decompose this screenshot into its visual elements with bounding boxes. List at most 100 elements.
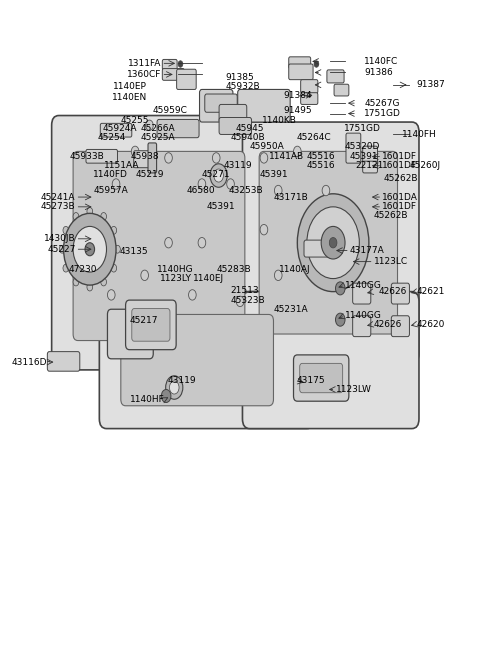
FancyBboxPatch shape [52,115,276,370]
Circle shape [132,146,139,157]
Text: 45273B: 45273B [41,202,75,212]
Circle shape [63,264,69,272]
Circle shape [297,194,369,291]
Circle shape [275,270,282,280]
Text: 45940B: 45940B [230,133,265,142]
FancyBboxPatch shape [162,60,177,70]
FancyBboxPatch shape [200,90,233,122]
Text: 1151AA: 1151AA [104,161,140,170]
Text: 43177A: 43177A [350,246,384,255]
Text: 42620: 42620 [417,320,445,329]
FancyBboxPatch shape [177,69,196,90]
Text: 45260J: 45260J [409,161,441,170]
FancyBboxPatch shape [108,309,153,359]
Circle shape [169,381,179,394]
Circle shape [161,390,171,403]
Text: 43116D: 43116D [12,358,47,367]
Text: 22121: 22121 [356,161,384,170]
Text: 1140GG: 1140GG [345,280,382,290]
Circle shape [101,213,107,220]
Circle shape [189,290,196,300]
Circle shape [85,243,95,255]
Text: 45516: 45516 [307,152,336,161]
FancyBboxPatch shape [242,291,419,428]
FancyBboxPatch shape [289,57,311,69]
FancyBboxPatch shape [391,316,409,337]
Circle shape [336,313,345,326]
Circle shape [73,227,107,272]
FancyBboxPatch shape [346,133,361,163]
Text: 1141AB: 1141AB [269,152,304,161]
Circle shape [111,227,117,234]
Text: 1601DF: 1601DF [382,161,417,170]
Text: 45391: 45391 [350,152,378,161]
FancyBboxPatch shape [134,151,156,168]
Text: 1140FD: 1140FD [93,170,128,179]
FancyBboxPatch shape [132,309,170,341]
Circle shape [63,227,69,234]
Text: 1430JB: 1430JB [44,234,75,243]
Text: 43171B: 43171B [274,193,308,202]
Text: 45266A: 45266A [141,124,176,133]
Text: 45959C: 45959C [153,107,188,115]
Text: 45271: 45271 [202,170,230,179]
Circle shape [165,238,172,248]
Text: 45925A: 45925A [141,133,176,142]
FancyBboxPatch shape [259,151,397,334]
Circle shape [108,290,115,300]
Circle shape [210,164,227,187]
FancyBboxPatch shape [73,151,245,341]
Text: 91495: 91495 [283,107,312,115]
Text: 91385: 91385 [226,73,254,81]
Text: 45950A: 45950A [250,141,284,151]
Circle shape [198,179,206,189]
Text: 45516: 45516 [307,161,336,170]
Text: 1140HF: 1140HF [130,395,165,403]
Text: 45262B: 45262B [383,174,418,183]
Circle shape [111,264,117,272]
Text: 45924A: 45924A [103,124,137,133]
Text: 1751GD: 1751GD [364,109,401,118]
Text: 45267G: 45267G [364,99,400,107]
Circle shape [59,246,65,253]
Circle shape [73,278,79,286]
Text: 21513: 21513 [230,286,259,295]
Text: 45241A: 45241A [41,193,75,202]
Circle shape [275,185,282,196]
FancyBboxPatch shape [157,119,199,138]
Text: 45933B: 45933B [70,152,104,161]
FancyBboxPatch shape [300,364,343,393]
Text: 45938: 45938 [131,152,159,161]
Text: 1360CF: 1360CF [127,70,161,79]
Text: 45957A: 45957A [93,186,128,195]
Text: 43175: 43175 [296,377,325,386]
Text: 1601DF: 1601DF [382,202,417,212]
FancyBboxPatch shape [289,64,313,80]
Text: 45227: 45227 [47,245,75,253]
Text: 45932B: 45932B [226,83,260,91]
FancyBboxPatch shape [219,104,247,122]
FancyBboxPatch shape [48,352,80,371]
FancyBboxPatch shape [205,94,237,112]
Text: 45323B: 45323B [230,295,265,305]
Text: 91387: 91387 [417,81,445,89]
FancyBboxPatch shape [300,80,318,94]
FancyBboxPatch shape [121,314,274,405]
Circle shape [101,278,107,286]
Circle shape [321,227,345,259]
Circle shape [260,225,268,235]
FancyBboxPatch shape [99,291,314,428]
Circle shape [145,120,153,130]
FancyBboxPatch shape [86,149,118,163]
Circle shape [260,153,268,163]
Circle shape [112,179,120,189]
Text: 46580: 46580 [187,186,215,195]
Text: 91386: 91386 [364,68,393,77]
FancyBboxPatch shape [242,122,419,364]
Text: 1140FC: 1140FC [364,57,398,66]
FancyBboxPatch shape [238,90,290,122]
Text: 45219: 45219 [135,170,164,179]
Text: 1140FH: 1140FH [402,130,437,139]
Circle shape [63,214,116,285]
Circle shape [336,282,345,295]
